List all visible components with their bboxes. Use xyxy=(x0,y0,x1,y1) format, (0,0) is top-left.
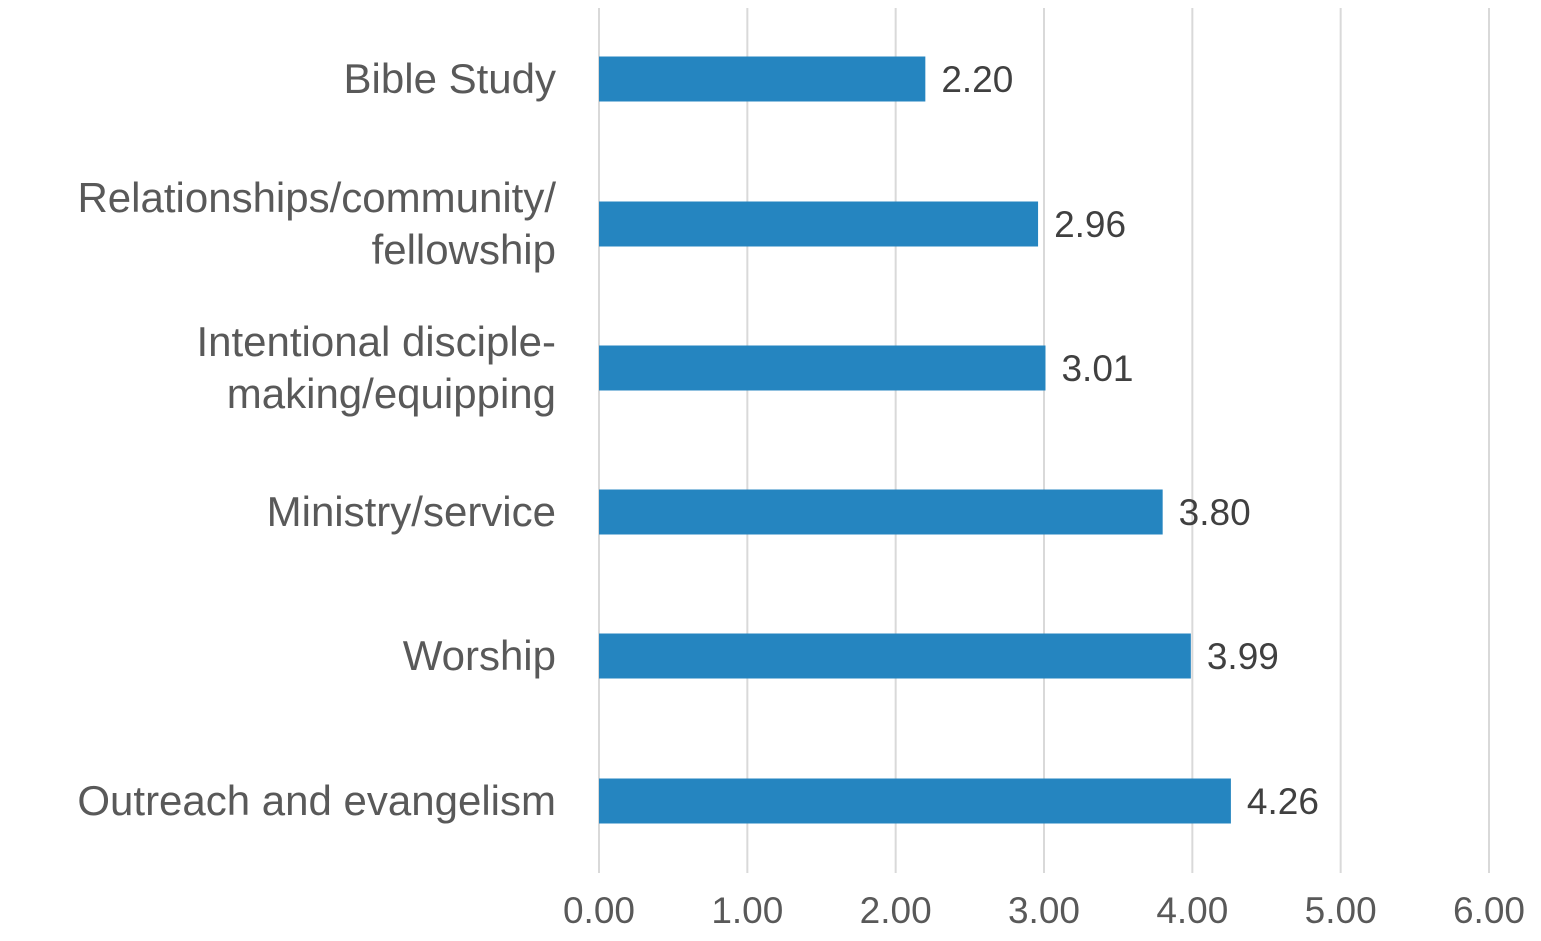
data-label: 3.99 xyxy=(1207,636,1279,677)
x-tick-label: 2.00 xyxy=(860,890,932,931)
category-label: Bible Study xyxy=(344,55,556,102)
data-label: 2.96 xyxy=(1054,204,1126,245)
data-label: 3.01 xyxy=(1061,348,1133,389)
x-tick-label: 1.00 xyxy=(711,890,783,931)
bar xyxy=(599,345,1046,391)
category-label: Worship xyxy=(403,632,556,679)
category-label-line: Relationships/community/ xyxy=(77,174,556,221)
bar xyxy=(599,633,1191,679)
category-label: Relationships/community/fellowship xyxy=(77,174,556,273)
category-label-line: Outreach and evangelism xyxy=(77,777,556,824)
category-label-line: making/equipping xyxy=(227,370,556,417)
data-label: 3.80 xyxy=(1179,492,1251,533)
bar xyxy=(599,56,926,102)
x-axis-ticks: 0.00 1.00 2.00 3.00 4.00 5.00 6.00 xyxy=(563,890,1525,931)
category-label: Intentional disciple-making/equipping xyxy=(196,318,556,417)
category-label-line: Intentional disciple- xyxy=(196,318,556,365)
bar xyxy=(599,778,1231,824)
category-label-line: Worship xyxy=(403,632,556,679)
x-tick-label: 4.00 xyxy=(1156,890,1228,931)
bar xyxy=(599,489,1163,535)
bar xyxy=(599,201,1039,247)
gridlines xyxy=(598,8,1490,873)
category-labels: Bible Study Relationships/community/fello… xyxy=(77,55,556,824)
x-tick-label: 3.00 xyxy=(1008,890,1080,931)
x-tick-label: 6.00 xyxy=(1453,890,1525,931)
category-label: Outreach and evangelism xyxy=(77,777,556,824)
category-label-line: Ministry/service xyxy=(267,488,556,535)
category-label-line: fellowship xyxy=(372,226,556,273)
category-label-line: Bible Study xyxy=(344,55,556,102)
category-label: Ministry/service xyxy=(267,488,556,535)
x-tick-label: 5.00 xyxy=(1305,890,1377,931)
data-labels: 2.20 2.96 3.01 3.80 3.99 4.26 xyxy=(941,59,1319,822)
data-label: 2.20 xyxy=(941,59,1013,100)
data-label: 4.26 xyxy=(1247,781,1319,822)
bars xyxy=(599,56,1231,824)
x-tick-label: 0.00 xyxy=(563,890,635,931)
